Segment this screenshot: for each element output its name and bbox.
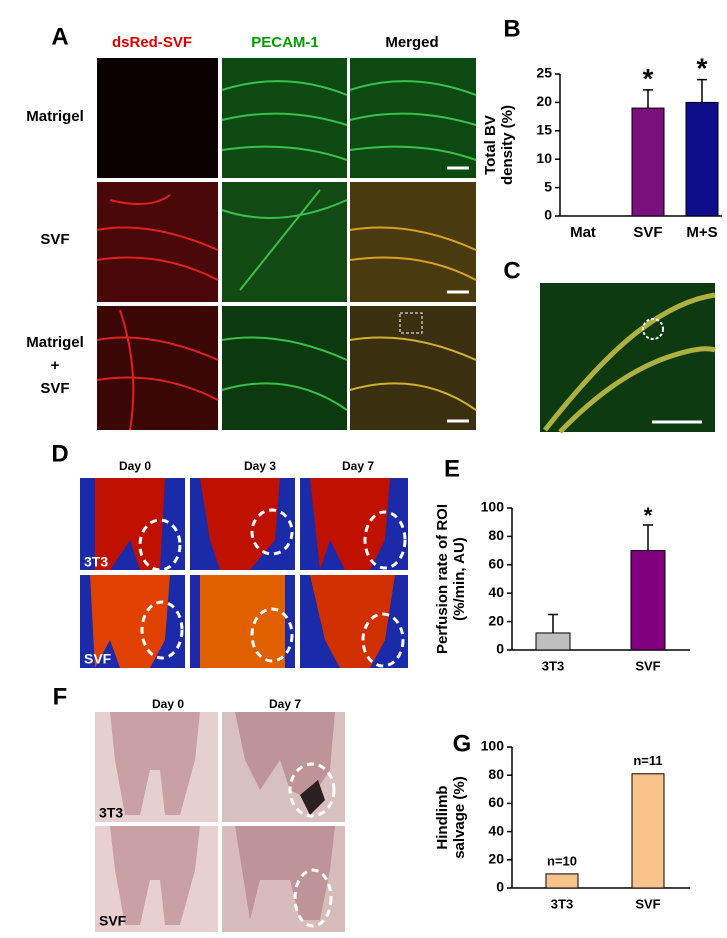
y-tick-label: 20 — [536, 93, 552, 109]
y-tick-label: 60 — [488, 794, 504, 810]
micrograph — [97, 58, 218, 178]
column-header: dsRed-SVF — [112, 34, 192, 51]
y-tick-label: 5 — [544, 178, 552, 194]
y-tick-label: 40 — [488, 584, 504, 600]
micrograph — [222, 58, 347, 178]
y-tick-label: 0 — [496, 641, 504, 657]
x-tick-label: 3T3 — [542, 658, 564, 673]
y-tick-label: 40 — [488, 822, 504, 838]
y-tick-label: 60 — [488, 556, 504, 572]
panel-label: F — [53, 683, 68, 710]
y-axis-label: Perfusion rate of ROI — [434, 504, 451, 654]
annotation: * — [644, 503, 653, 528]
column-header: Day 7 — [342, 459, 374, 473]
row-label: 3T3 — [84, 554, 108, 570]
y-axis-label: Total BV — [482, 115, 499, 175]
y-tick-label: 20 — [488, 612, 504, 628]
bar — [545, 873, 579, 889]
y-tick-label: 25 — [536, 65, 552, 81]
annotation: n=11 — [633, 753, 662, 768]
row-label: SVF — [84, 651, 112, 667]
y-tick-label: 0 — [496, 879, 504, 895]
micrograph-grid — [96, 58, 477, 431]
x-tick-label: SVF — [635, 658, 660, 673]
column-header: Day 0 — [119, 459, 151, 473]
y-tick-label: 0 — [544, 207, 552, 223]
micrograph — [540, 283, 715, 432]
micrograph — [222, 306, 347, 430]
x-tick-label: 3T3 — [551, 896, 573, 911]
y-axis-label: salvage (%) — [451, 776, 468, 859]
row-label: 3T3 — [99, 805, 123, 821]
bar — [631, 107, 665, 217]
x-tick-label: SVF — [635, 896, 660, 911]
bar — [631, 773, 665, 889]
y-tick-label: 15 — [536, 122, 552, 138]
perfusion-images — [80, 478, 408, 668]
y-tick-label: 100 — [481, 499, 505, 515]
micrograph — [97, 306, 218, 430]
column-header: Merged — [385, 34, 438, 51]
x-tick-label: M+S — [686, 224, 717, 241]
column-header: Day 0 — [152, 697, 184, 711]
panel-label: B — [503, 15, 520, 42]
zoom-box — [399, 312, 423, 334]
vessel-lines — [96, 80, 477, 431]
y-tick-label: 80 — [488, 527, 504, 543]
y-axis-label: density (%) — [499, 105, 516, 185]
row-label: Matrigel — [26, 334, 84, 351]
y-axis-label: (%/min, AU) — [451, 537, 468, 621]
panel-label: A — [51, 23, 68, 50]
error-bar — [697, 78, 707, 103]
panel-label: D — [51, 440, 68, 467]
micrograph — [350, 58, 476, 178]
row-label: Matrigel — [26, 108, 84, 125]
annotation: n=10 — [547, 853, 577, 868]
error-bar — [548, 613, 558, 633]
column-header: Day 3 — [244, 459, 276, 473]
annotation: * — [643, 63, 654, 94]
bar — [685, 101, 719, 217]
row-label: SVF — [40, 231, 69, 248]
row-label: SVF — [40, 380, 69, 397]
panel-label: E — [444, 455, 460, 482]
error-bar — [643, 524, 653, 551]
y-axis-label: Hindlimb — [434, 785, 451, 849]
photo-grid — [95, 712, 345, 932]
y-tick-label: 100 — [481, 738, 505, 754]
vessel-lines — [543, 292, 716, 434]
column-header: Day 7 — [269, 697, 301, 711]
error-bar — [643, 89, 653, 109]
y-tick-label: 10 — [536, 150, 552, 166]
panel-label: C — [503, 257, 520, 284]
micrograph — [222, 182, 347, 302]
row-label: + — [51, 357, 60, 374]
x-tick-label: Mat — [570, 224, 596, 241]
bar — [630, 550, 666, 651]
column-header: PECAM-1 — [251, 34, 319, 51]
y-tick-label: 20 — [488, 851, 504, 867]
scale-bar — [447, 166, 469, 423]
micrograph — [350, 306, 476, 430]
row-label: SVF — [99, 913, 127, 929]
x-tick-label: SVF — [633, 224, 662, 241]
panel-label: G — [453, 730, 472, 757]
y-tick-label: 80 — [488, 766, 504, 782]
annotation: * — [697, 53, 708, 84]
highlight-circle — [642, 318, 664, 340]
bar — [535, 632, 571, 651]
